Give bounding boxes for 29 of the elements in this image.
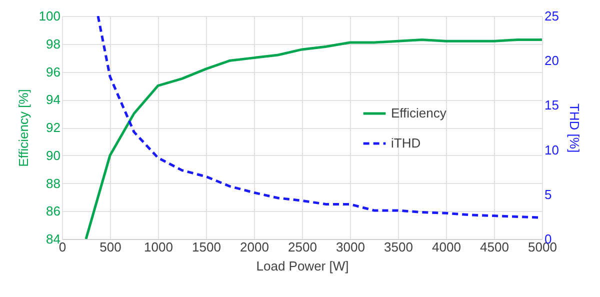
x-tick-label: 3500 — [384, 240, 413, 254]
y-tick-label: 84 — [46, 232, 60, 246]
x-tick-label: 4500 — [480, 240, 509, 254]
legend-label: Efficiency — [391, 106, 447, 120]
y-axis-title: Efficiency [%] — [16, 89, 31, 167]
x-tick-label: 4000 — [432, 240, 461, 254]
x-tick-label: 1500 — [192, 240, 221, 254]
y2-axis-title: THD [%] — [566, 103, 582, 153]
y-tick-label: 98 — [46, 36, 60, 52]
y-tick-label: 90 — [46, 148, 60, 163]
x-tick-label: 2000 — [240, 240, 269, 254]
y2-tick-label: 20 — [544, 53, 559, 68]
x-tick-label: 3000 — [336, 240, 365, 254]
y2-tick-label: 15 — [544, 98, 559, 113]
y2-tick-label: 25 — [544, 8, 559, 24]
x-tick-label: 500 — [100, 240, 122, 254]
x-axis-title: Load Power [W] — [256, 258, 349, 274]
line-series — [84, 38, 542, 239]
y-tick-label: 94 — [46, 92, 60, 108]
y2-tick-label: 5 — [544, 186, 552, 202]
y-tick-label: 96 — [46, 64, 60, 80]
y-tick-label: 92 — [46, 120, 60, 135]
y-tick-label: 86 — [46, 204, 60, 219]
y-tick-label: 100 — [38, 8, 60, 24]
x-tick-label: 1000 — [144, 240, 173, 254]
legend-label: iTHD — [391, 136, 421, 150]
x-tick-label: 2500 — [288, 240, 317, 254]
y-tick-label: 88 — [46, 176, 60, 191]
y2-tick-label: 10 — [544, 142, 559, 158]
